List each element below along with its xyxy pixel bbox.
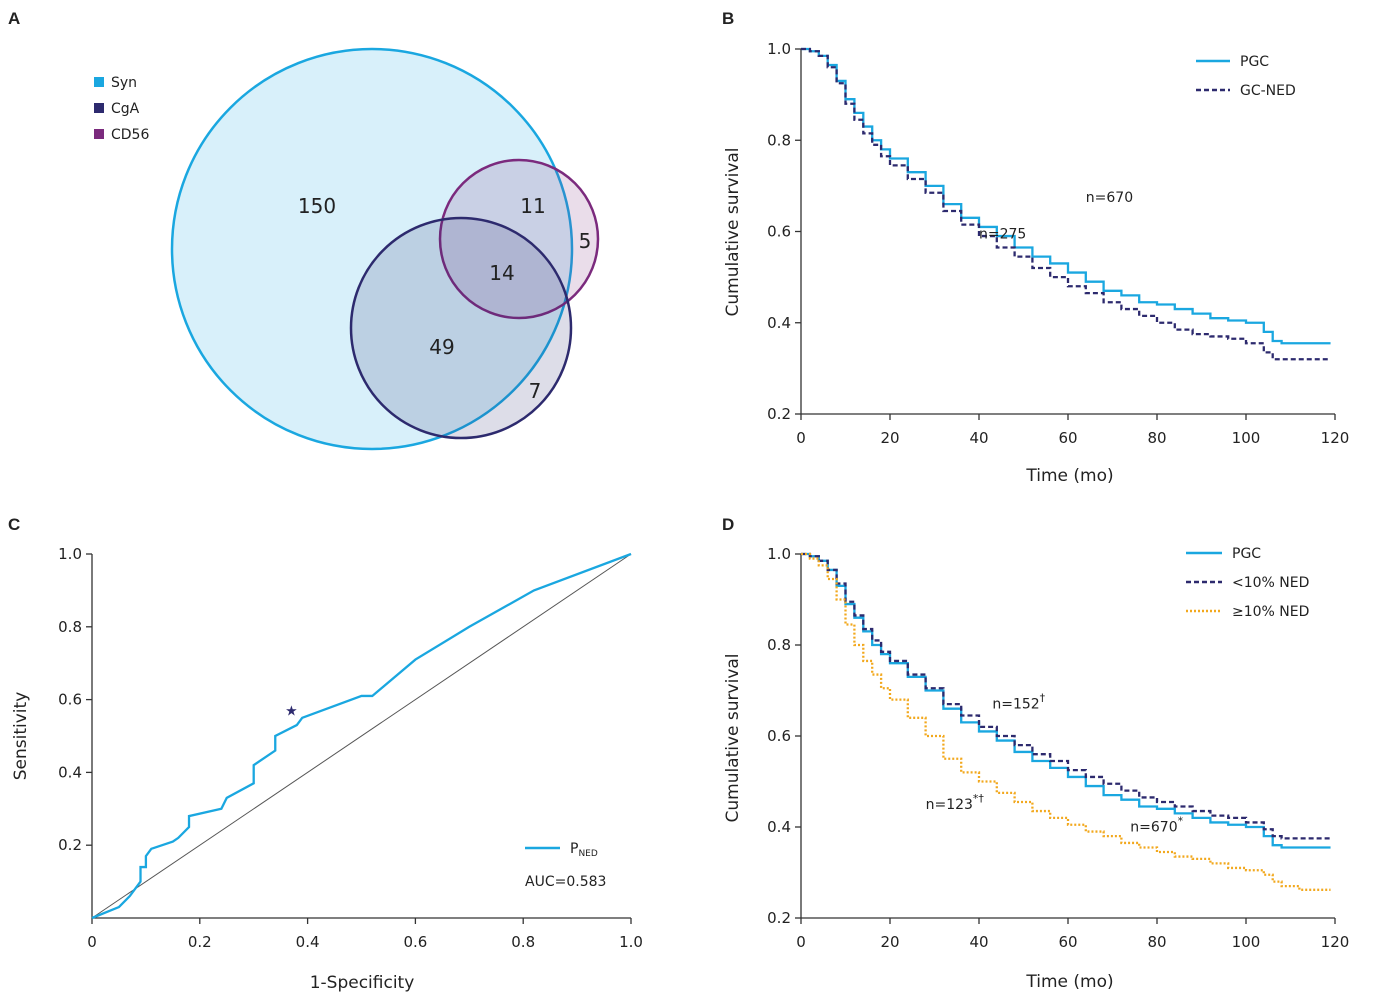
venn-count-syn-cd56: 11 <box>520 194 545 218</box>
panel-c-x-tick-label: 0 <box>87 933 97 951</box>
panel-d-ylabel: Cumulative survival <box>723 653 743 822</box>
panel-c-reference-line <box>91 553 632 919</box>
panel-b-annotation: n=275 <box>979 226 1026 242</box>
panel-b-x-tick-label: 120 <box>1321 429 1350 447</box>
panel-b-chart: Time (mo) Cumulative survival PGC GC-NED… <box>723 40 1349 486</box>
panel-d-y-tick-label: 0.4 <box>767 818 791 836</box>
panel-c-ylabel: Sensitivity <box>11 692 31 781</box>
panel-d-x-tick-label: 60 <box>1058 933 1077 951</box>
panel-d-series-1 <box>801 552 1331 840</box>
panel-b-y-tick-label: 0.8 <box>767 131 791 149</box>
panel-b-series-1 <box>801 47 1331 361</box>
panel-label-d: D <box>722 515 734 534</box>
panel-d-chart: Time (mo) Cumulative survival PGC <10% N… <box>723 545 1349 992</box>
panel-c-legend-label: PNED <box>570 841 598 859</box>
panel-b-y-tick-label: 0.2 <box>767 405 791 423</box>
panel-d-x-tick-label: 120 <box>1321 933 1350 951</box>
legend-label-syn: Syn <box>111 75 137 91</box>
panel-d-legend-pgc: PGC <box>1232 546 1261 562</box>
legend-swatch-cd56 <box>94 129 104 139</box>
panel-c-x-tick-label: 0.6 <box>403 933 427 951</box>
panel-d-y-tick-label: 0.2 <box>767 909 791 927</box>
legend-label-cd56: CD56 <box>111 127 149 143</box>
venn-diagram: 150 11 5 14 49 7 <box>170 47 600 451</box>
panel-label-a: A <box>8 9 20 28</box>
panel-b-annotation: n=670 <box>1086 190 1133 206</box>
panel-d-annotation: n=152† <box>992 692 1045 713</box>
panel-d-annotation: n=123*† <box>926 792 985 813</box>
panel-d-y-tick-label: 0.6 <box>767 727 791 745</box>
panel-b-x-tick-label: 60 <box>1058 429 1077 447</box>
panel-c-x-tick-label: 0.4 <box>296 933 320 951</box>
panel-label-b: B <box>722 9 734 28</box>
panel-c-chart: 1-Specificity Sensitivity PNED AUC=0.583… <box>11 545 643 993</box>
venn-count-syn-cga: 49 <box>429 335 454 359</box>
panel-b-y-tick-label: 0.4 <box>767 314 791 332</box>
panel-d-x-tick-label: 100 <box>1232 933 1261 951</box>
panel-d-series-2 <box>801 552 1331 891</box>
panel-b-xlabel: Time (mo) <box>1025 466 1113 486</box>
panel-b-ylabel: Cumulative survival <box>723 147 743 316</box>
panel-c-x-tick-label: 1.0 <box>619 933 643 951</box>
venn-count-syn-only: 150 <box>298 194 336 218</box>
venn-legend: Syn CgA CD56 <box>94 75 149 143</box>
panel-c-y-tick-label: 0.2 <box>58 836 82 854</box>
panel-c-optimal-cutoff-star: ★ <box>285 704 298 720</box>
legend-swatch-cga <box>94 103 104 113</box>
panel-d-annotation: n=670* <box>1130 815 1183 836</box>
panel-label-c: C <box>8 515 20 534</box>
panel-d-y-tick-label: 0.8 <box>767 636 791 654</box>
panel-c-x-tick-label: 0.8 <box>511 933 535 951</box>
panel-d-series-0 <box>801 552 1331 849</box>
legend-swatch-syn <box>94 77 104 87</box>
panel-c-x-tick-label: 0.2 <box>188 933 212 951</box>
panel-d-legend-ge10: ≥10% NED <box>1232 604 1309 620</box>
panel-d-x-tick-label: 20 <box>880 933 899 951</box>
venn-count-cd56-only: 5 <box>579 229 592 253</box>
panel-b-y-tick-label: 0.6 <box>767 223 791 241</box>
panel-c-y-tick-label: 0.6 <box>58 691 82 709</box>
panel-d-y-tick-label: 1.0 <box>767 545 791 563</box>
panel-b-x-tick-label: 20 <box>880 429 899 447</box>
panel-b-legend-pgc: PGC <box>1240 54 1269 70</box>
panel-c-y-tick-label: 0.8 <box>58 618 82 636</box>
panel-d-x-tick-label: 0 <box>796 933 806 951</box>
panel-b-x-tick-label: 0 <box>796 429 806 447</box>
venn-count-all-three: 14 <box>489 261 514 285</box>
panel-d-legend-lt10: <10% NED <box>1232 575 1309 591</box>
legend-label-cga: CgA <box>111 101 140 117</box>
panel-b-y-tick-label: 1.0 <box>767 40 791 58</box>
panel-c-auc: AUC=0.583 <box>525 874 606 890</box>
panel-b-x-tick-label: 80 <box>1147 429 1166 447</box>
panel-b-legend-gcned: GC-NED <box>1240 83 1296 99</box>
panel-c-y-tick-label: 0.4 <box>58 763 82 781</box>
panel-b-x-tick-label: 40 <box>969 429 988 447</box>
panel-b-series-0 <box>801 47 1331 345</box>
venn-count-cga-only: 7 <box>529 379 542 403</box>
venn-circle-cga <box>349 216 573 440</box>
panel-d-x-tick-label: 80 <box>1147 933 1166 951</box>
panel-b-x-tick-label: 100 <box>1232 429 1261 447</box>
panel-d-xlabel: Time (mo) <box>1025 972 1113 992</box>
panel-c-xlabel: 1-Specificity <box>310 973 415 993</box>
panel-d-x-tick-label: 40 <box>969 933 988 951</box>
panel-c-y-tick-label: 1.0 <box>58 545 82 563</box>
venn-circle-syn <box>170 47 574 451</box>
panel-c-series-0 <box>91 552 632 920</box>
